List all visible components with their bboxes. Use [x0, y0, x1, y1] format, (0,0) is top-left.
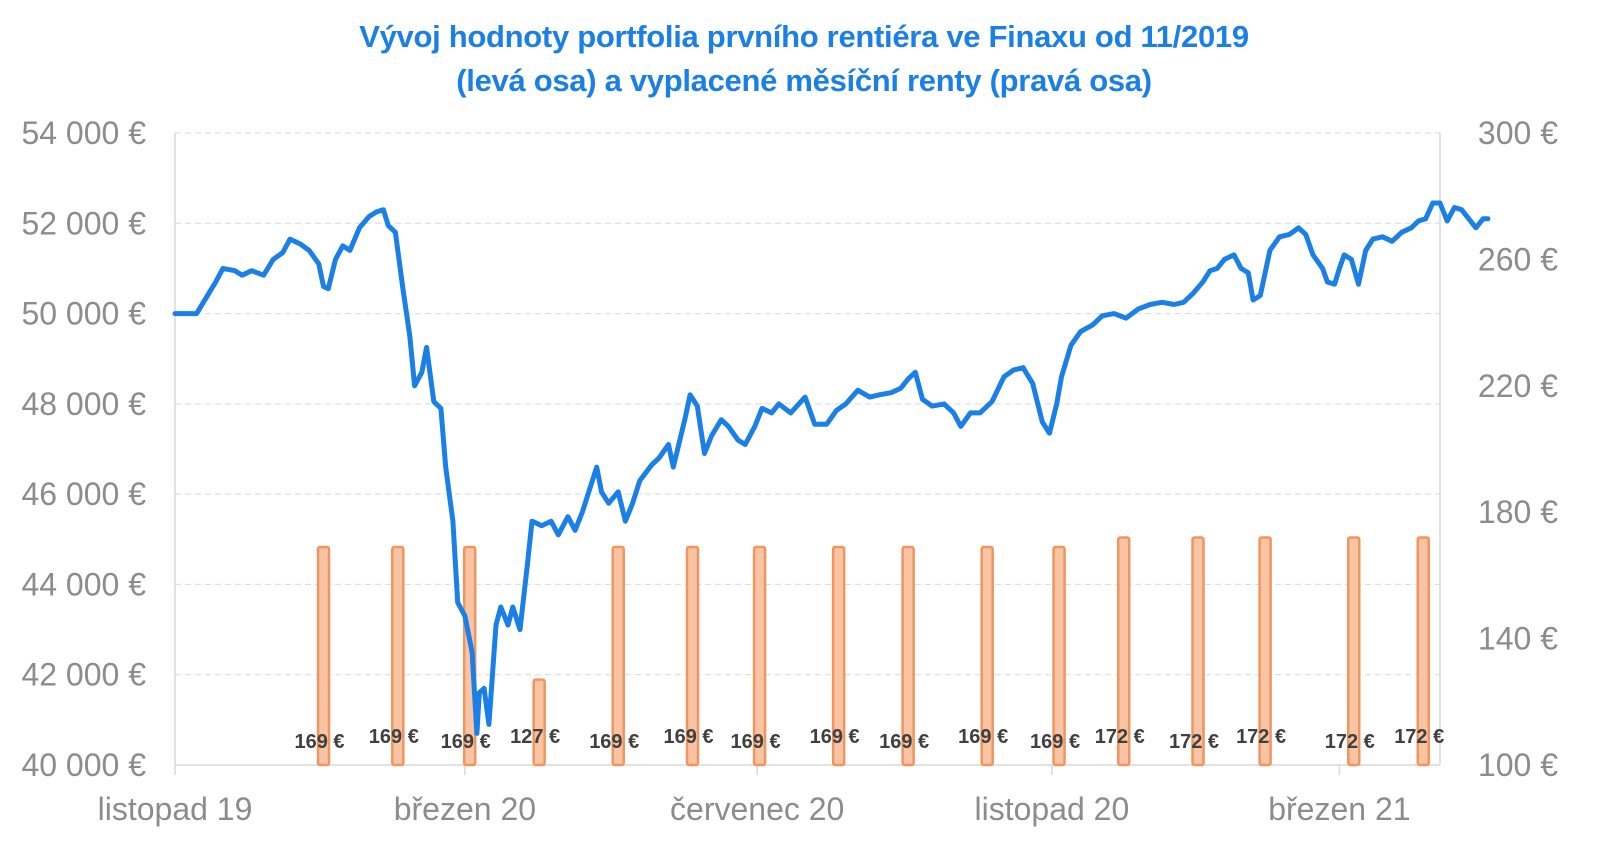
- rent-data-label: 169 €: [589, 731, 639, 753]
- x-axis-tick-label: březen 21: [1268, 791, 1410, 827]
- rent-data-label: 169 €: [1030, 731, 1080, 753]
- rent-bar: [685, 545, 700, 767]
- rent-bar: [752, 545, 767, 767]
- rent-bar: [1347, 536, 1361, 767]
- rent-bar: [831, 545, 846, 767]
- rent-bar: [611, 545, 625, 767]
- rent-bar: [532, 678, 546, 767]
- right-axis-tick-label: 220 €: [1478, 368, 1558, 404]
- rent-bar: [462, 545, 477, 767]
- right-axis-tick-label: 100 €: [1478, 747, 1558, 783]
- rent-data-label: 172 €: [1095, 726, 1145, 748]
- rent-data-label: 169 €: [295, 731, 345, 753]
- x-axis-tick-label: březen 20: [394, 791, 536, 827]
- right-axis-tick-label: 180 €: [1478, 494, 1558, 530]
- right-axis-ticks: 100 € 140 € 180 € 220 € 260 € 300 €: [1478, 115, 1558, 783]
- rent-data-label: 172 €: [1236, 726, 1286, 748]
- rent-data-label: 169 €: [731, 731, 781, 753]
- portfolio-value-line: [172, 200, 1491, 736]
- rent-data-label: 169 €: [958, 726, 1008, 748]
- chart-subtitle: (levá osa) a vyplacené měsíční renty (pr…: [456, 63, 1152, 98]
- rent-data-label: 169 €: [810, 726, 860, 748]
- gridlines: [174, 132, 1441, 766]
- right-axis-tick-label: 300 €: [1478, 115, 1558, 151]
- rent-bar: [1416, 536, 1430, 767]
- rent-data-labels: 169 € 169 € 169 € 127 € 169 € 169 € 169 € 169 €…: [295, 726, 1445, 753]
- rent-bar: [1258, 536, 1272, 767]
- rent-data-label: 169 €: [879, 731, 929, 753]
- left-axis-tick-label: 42 000 €: [21, 657, 146, 693]
- left-axis-tick-label: 40 000 €: [21, 747, 146, 783]
- portfolio-line-group: [172, 200, 1491, 736]
- rent-bar: [391, 545, 405, 767]
- left-axis-tick-label: 46 000 €: [21, 476, 146, 512]
- right-axis-tick-label: 140 €: [1478, 621, 1558, 657]
- left-axis-tick-label: 52 000 €: [21, 205, 146, 241]
- x-axis-tick-label: listopad 20: [974, 791, 1129, 827]
- rent-bar: [316, 545, 331, 767]
- rent-bar: [1191, 536, 1205, 767]
- right-axis-tick-label: 260 €: [1478, 241, 1558, 277]
- x-axis-tick-label: listopad 19: [98, 791, 253, 827]
- left-axis-tick-label: 44 000 €: [21, 566, 146, 602]
- rent-data-label: 172 €: [1169, 731, 1219, 753]
- rent-bar: [1052, 545, 1066, 767]
- chart-title: Vývoj hodnoty portfolia prvního rentiéra…: [359, 19, 1249, 54]
- rent-bar: [901, 545, 915, 767]
- left-axis-tick-label: 48 000 €: [21, 386, 146, 422]
- rent-data-label: 169 €: [369, 726, 419, 748]
- rent-data-label: 169 €: [663, 726, 713, 748]
- left-axis-tick-label: 50 000 €: [21, 296, 146, 332]
- x-axis-tick-label: červenec 20: [670, 791, 844, 827]
- left-axis-ticks: 40 000 € 42 000 € 44 000 € 46 000 € 48 000 €…: [21, 115, 146, 783]
- rent-data-label: 127 €: [510, 726, 560, 748]
- rent-data-label: 169 €: [441, 731, 491, 753]
- left-axis-tick-label: 54 000 €: [21, 115, 146, 151]
- rent-bar: [1117, 536, 1131, 767]
- rent-data-label: 172 €: [1325, 731, 1375, 753]
- x-axis-ticks: listopad 19 březen 20 červenec 20 listopad …: [98, 765, 1411, 827]
- rent-bars: [316, 536, 1430, 767]
- rent-data-label: 172 €: [1394, 726, 1444, 748]
- rent-bar: [980, 545, 994, 767]
